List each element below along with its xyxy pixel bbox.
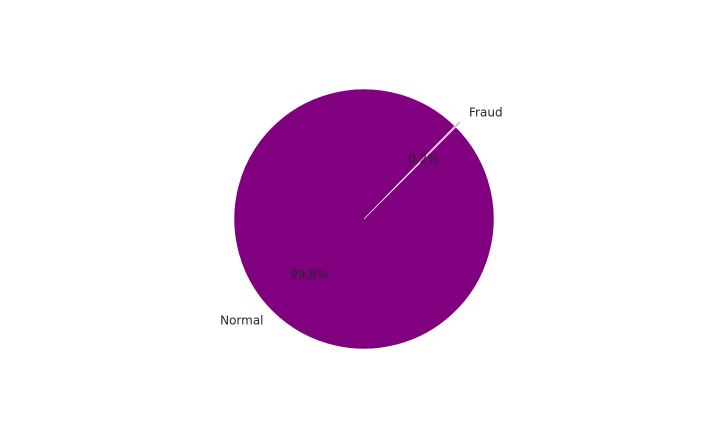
pie-slices <box>233 88 495 350</box>
pie-slice-normal <box>233 88 495 350</box>
pie-category-labels: Fraud Normal <box>220 106 502 328</box>
pie-category-label-normal: Normal <box>220 314 263 328</box>
pie-category-label-fraud: Fraud <box>469 106 503 120</box>
pie-percentage-label-fraud: 0.2% <box>408 152 439 166</box>
pie-percentage-labels: 0.2% 99.8% <box>290 152 438 282</box>
pie-percentage-label-normal: 99.8% <box>290 267 328 281</box>
